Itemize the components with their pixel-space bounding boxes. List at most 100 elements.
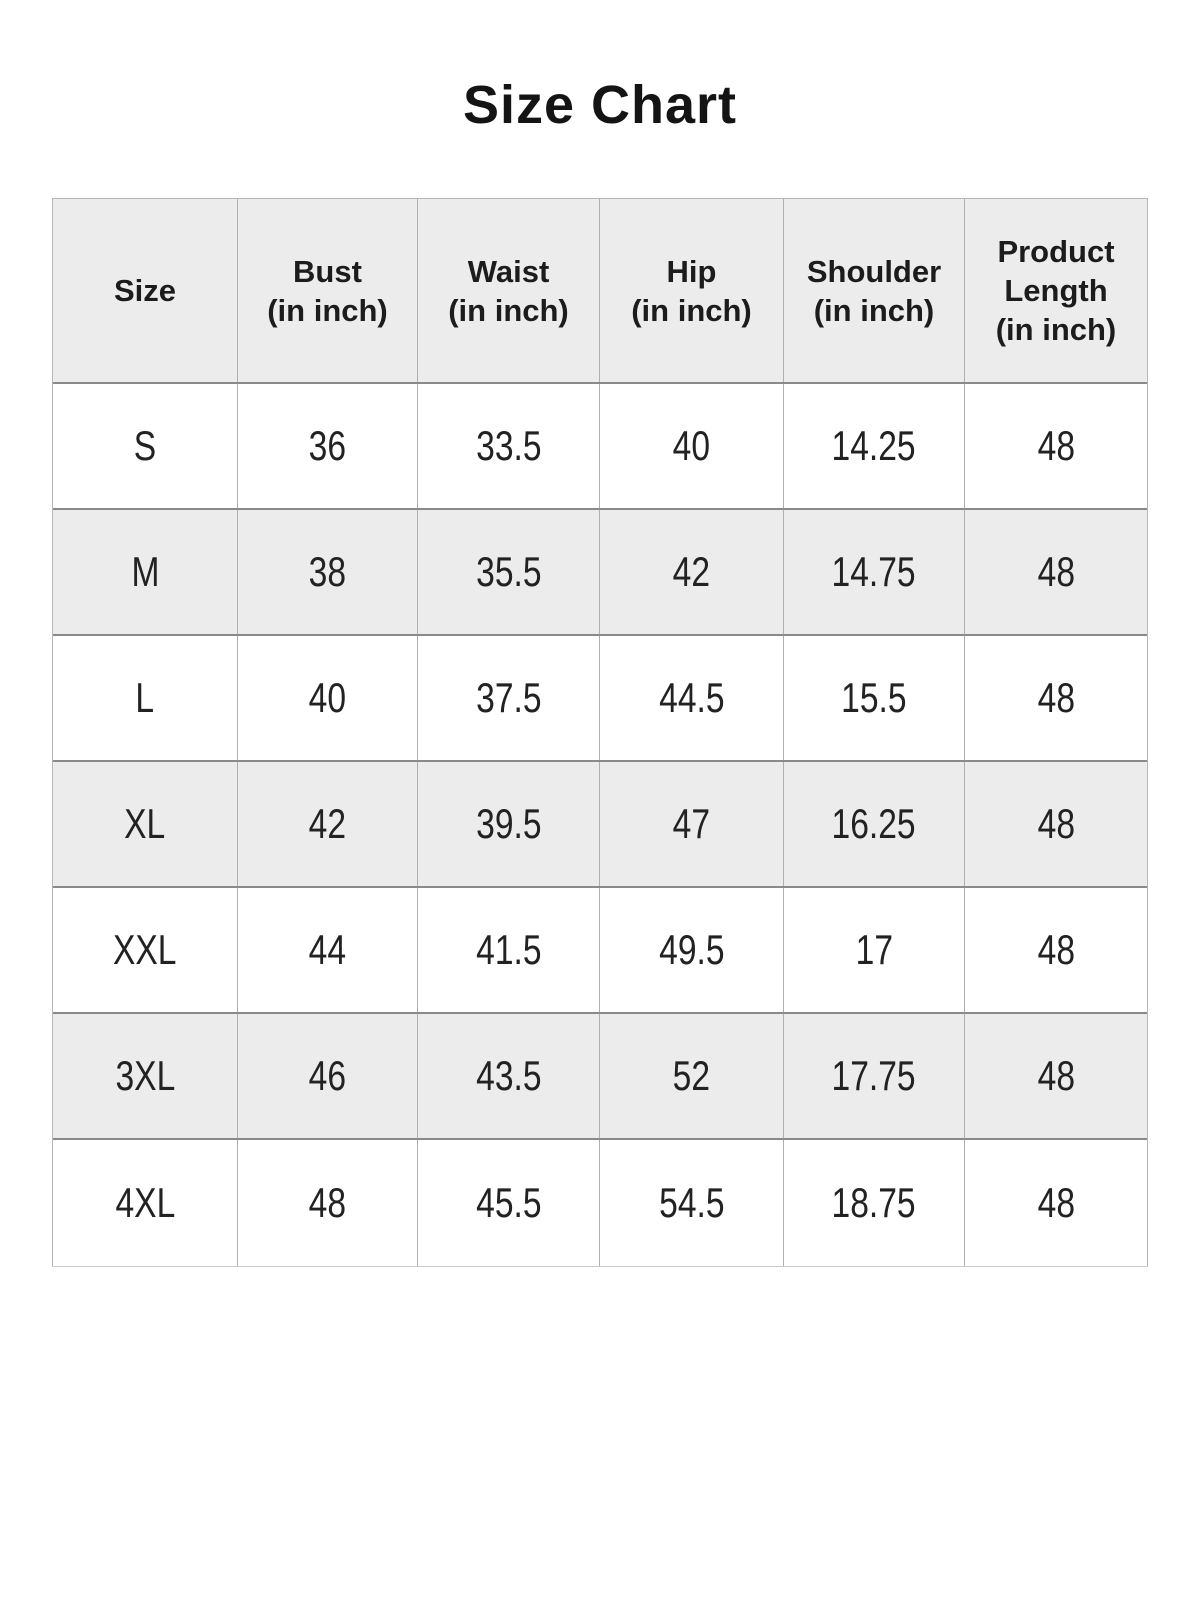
value-cell: 41.5 — [418, 888, 600, 1012]
table-row: XXL 44 41.5 49.5 17 48 — [53, 888, 1147, 1014]
shoulder-value: 16.25 — [831, 800, 917, 847]
product-length-value: 48 — [1037, 1179, 1075, 1226]
table-row: 4XL 48 45.5 54.5 18.75 48 — [53, 1140, 1147, 1266]
value-cell: 47 — [600, 762, 784, 886]
value-cell: 14.75 — [784, 510, 965, 634]
table-row: 3XL 46 43.5 52 17.75 48 — [53, 1014, 1147, 1140]
size-cell: 3XL — [53, 1014, 238, 1138]
hip-value: 47 — [672, 800, 711, 847]
shoulder-value: 14.25 — [831, 422, 917, 469]
value-cell: 38 — [238, 510, 418, 634]
value-cell: 48 — [965, 888, 1147, 1012]
value-cell: 45.5 — [418, 1140, 600, 1266]
size-label: 4XL — [115, 1179, 175, 1226]
header-label-line: (in inch) — [267, 292, 388, 328]
bust-value: 44 — [308, 926, 347, 973]
header-label-line: Shoulder — [806, 253, 942, 289]
value-cell: 42 — [238, 762, 418, 886]
value-cell: 44 — [238, 888, 418, 1012]
header-cell-product-length: Product Length (in inch) — [965, 199, 1147, 382]
value-cell: 44.5 — [600, 636, 784, 760]
waist-value: 35.5 — [475, 548, 542, 595]
product-length-value: 48 — [1037, 422, 1075, 469]
hip-value: 49.5 — [658, 926, 725, 973]
value-cell: 16.25 — [784, 762, 965, 886]
shoulder-value: 18.75 — [831, 1179, 917, 1226]
waist-value: 41.5 — [475, 926, 542, 973]
size-label: L — [135, 674, 155, 721]
bust-value: 42 — [308, 800, 347, 847]
bust-value: 46 — [308, 1052, 347, 1099]
header-cell-waist: Waist (in inch) — [418, 199, 600, 382]
header-label-line: Bust — [293, 253, 362, 289]
header-label-line: (in inch) — [995, 312, 1117, 347]
waist-value: 37.5 — [475, 674, 542, 721]
header-label-line: Product — [997, 234, 1115, 269]
hip-value: 42 — [672, 548, 711, 595]
value-cell: 48 — [238, 1140, 418, 1266]
size-label: XXL — [113, 926, 177, 973]
header-label-line: (in inch) — [631, 292, 752, 328]
value-cell: 17.75 — [784, 1014, 965, 1138]
size-cell: L — [53, 636, 238, 760]
value-cell: 46 — [238, 1014, 418, 1138]
value-cell: 17 — [784, 888, 965, 1012]
product-length-value: 48 — [1037, 1052, 1075, 1099]
hip-value: 44.5 — [658, 674, 725, 721]
header-cell-shoulder: Shoulder (in inch) — [784, 199, 965, 382]
value-cell: 14.25 — [784, 384, 965, 508]
bust-value: 48 — [308, 1179, 347, 1226]
table-row: XL 42 39.5 47 16.25 48 — [53, 762, 1147, 888]
size-cell: XL — [53, 762, 238, 886]
value-cell: 48 — [965, 510, 1147, 634]
bust-value: 36 — [308, 422, 347, 469]
waist-value: 33.5 — [475, 422, 542, 469]
header-label-line: Length — [1004, 273, 1108, 308]
value-cell: 39.5 — [418, 762, 600, 886]
size-label: 3XL — [115, 1052, 175, 1099]
header-label-line: Hip — [666, 253, 717, 289]
waist-value: 39.5 — [475, 800, 542, 847]
value-cell: 48 — [965, 636, 1147, 760]
table-row: S 36 33.5 40 14.25 48 — [53, 384, 1147, 510]
header-label-line: (in inch) — [448, 292, 569, 328]
value-cell: 48 — [965, 1140, 1147, 1266]
header-cell-size: Size — [53, 199, 238, 382]
header-row: Size Bust (in inch) Waist (in inch) Hip … — [53, 199, 1147, 384]
hip-value: 54.5 — [658, 1179, 725, 1226]
value-cell: 35.5 — [418, 510, 600, 634]
bust-value: 40 — [308, 674, 347, 721]
size-chart-table: Size Bust (in inch) Waist (in inch) Hip … — [52, 198, 1148, 1267]
value-cell: 40 — [238, 636, 418, 760]
value-cell: 48 — [965, 1014, 1147, 1138]
value-cell: 40 — [600, 384, 784, 508]
size-cell: 4XL — [53, 1140, 238, 1266]
product-length-value: 48 — [1037, 548, 1075, 595]
size-cell: XXL — [53, 888, 238, 1012]
product-length-value: 48 — [1037, 800, 1075, 847]
product-length-value: 48 — [1037, 926, 1075, 973]
hip-value: 40 — [672, 422, 711, 469]
shoulder-value: 15.5 — [841, 674, 907, 721]
value-cell: 48 — [965, 762, 1147, 886]
value-cell: 54.5 — [600, 1140, 784, 1266]
size-cell: M — [53, 510, 238, 634]
table-row: M 38 35.5 42 14.75 48 — [53, 510, 1147, 636]
waist-value: 43.5 — [475, 1052, 542, 1099]
shoulder-value: 17 — [855, 926, 893, 973]
value-cell: 43.5 — [418, 1014, 600, 1138]
value-cell: 42 — [600, 510, 784, 634]
value-cell: 33.5 — [418, 384, 600, 508]
value-cell: 48 — [965, 384, 1147, 508]
header-cell-bust: Bust (in inch) — [238, 199, 418, 382]
value-cell: 37.5 — [418, 636, 600, 760]
page-title: Size Chart — [462, 75, 738, 135]
value-cell: 15.5 — [784, 636, 965, 760]
value-cell: 18.75 — [784, 1140, 965, 1266]
size-label: S — [133, 422, 157, 469]
size-label: M — [131, 548, 159, 595]
shoulder-value: 17.75 — [831, 1052, 917, 1099]
bust-value: 38 — [308, 548, 347, 595]
table-row: L 40 37.5 44.5 15.5 48 — [53, 636, 1147, 762]
product-length-value: 48 — [1037, 674, 1075, 721]
